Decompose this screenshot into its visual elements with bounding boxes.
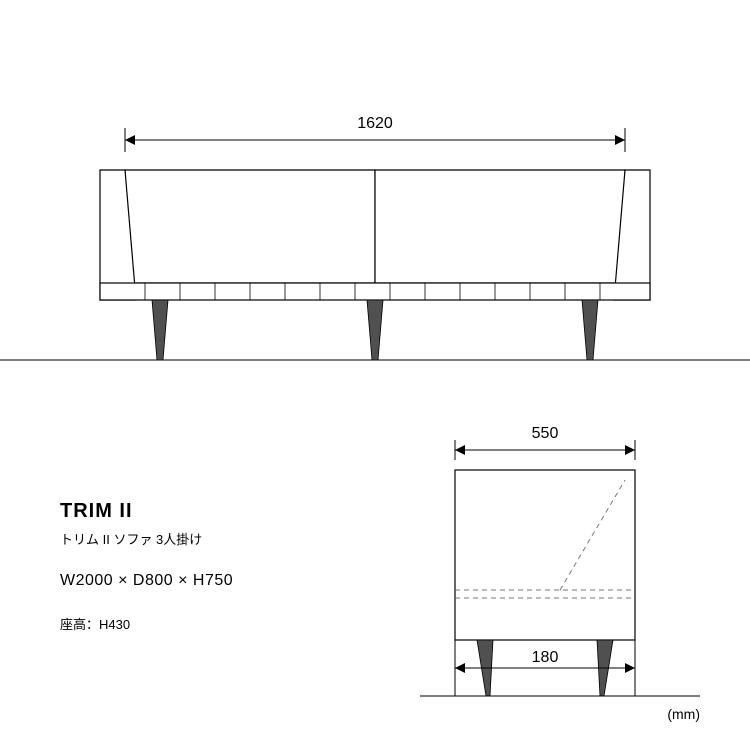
spec-block: TRIM II トリム II ソファ 3人掛け W2000 × D800 × H… xyxy=(60,500,233,633)
dim-side-width: 550 xyxy=(455,425,635,460)
product-dimensions: W2000 × D800 × H750 xyxy=(60,572,233,590)
product-subtitle: トリム II ソファ 3人掛け xyxy=(60,529,233,548)
side-elevation: 550 180 xyxy=(0,0,750,750)
unit-label: (mm) xyxy=(667,706,700,722)
product-title: TRIM II xyxy=(60,500,233,523)
dim-leg-height-label: 180 xyxy=(532,649,559,666)
seat-height: 座高：H430 xyxy=(60,614,233,633)
sofa-side xyxy=(455,470,635,640)
dim-side-width-label: 550 xyxy=(532,425,559,442)
